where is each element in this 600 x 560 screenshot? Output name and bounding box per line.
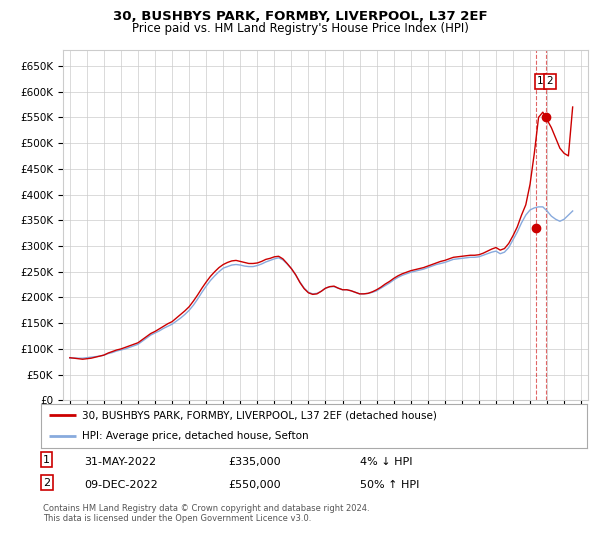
Text: 09-DEC-2022: 09-DEC-2022 [84,480,158,490]
Text: 31-MAY-2022: 31-MAY-2022 [84,457,156,467]
Text: 1: 1 [43,455,50,465]
Text: 2: 2 [547,76,553,86]
Text: 30, BUSHBYS PARK, FORMBY, LIVERPOOL, L37 2EF (detached house): 30, BUSHBYS PARK, FORMBY, LIVERPOOL, L37… [82,410,437,420]
Text: 2: 2 [43,478,50,488]
Text: HPI: Average price, detached house, Sefton: HPI: Average price, detached house, Seft… [82,431,308,441]
Text: £335,000: £335,000 [228,457,281,467]
Text: 30, BUSHBYS PARK, FORMBY, LIVERPOOL, L37 2EF: 30, BUSHBYS PARK, FORMBY, LIVERPOOL, L37… [113,10,487,23]
Text: 1: 1 [537,76,544,86]
Text: Price paid vs. HM Land Registry's House Price Index (HPI): Price paid vs. HM Land Registry's House … [131,22,469,35]
Text: £550,000: £550,000 [228,480,281,490]
Text: 50% ↑ HPI: 50% ↑ HPI [360,480,419,490]
Text: Contains HM Land Registry data © Crown copyright and database right 2024.
This d: Contains HM Land Registry data © Crown c… [43,504,370,524]
Text: 4% ↓ HPI: 4% ↓ HPI [360,457,413,467]
